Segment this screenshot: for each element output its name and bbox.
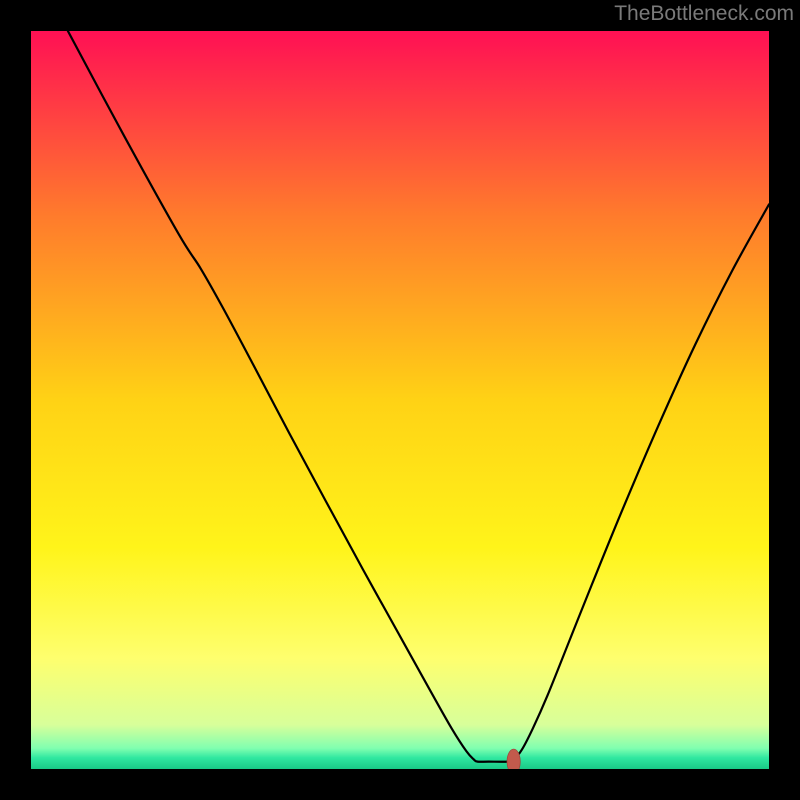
chart-svg (31, 31, 769, 769)
chart-container: TheBottleneck.com (0, 0, 800, 800)
minimum-marker (507, 749, 520, 769)
gradient-background (31, 31, 769, 769)
watermark-text: TheBottleneck.com (614, 2, 794, 26)
plot-area (31, 31, 769, 769)
